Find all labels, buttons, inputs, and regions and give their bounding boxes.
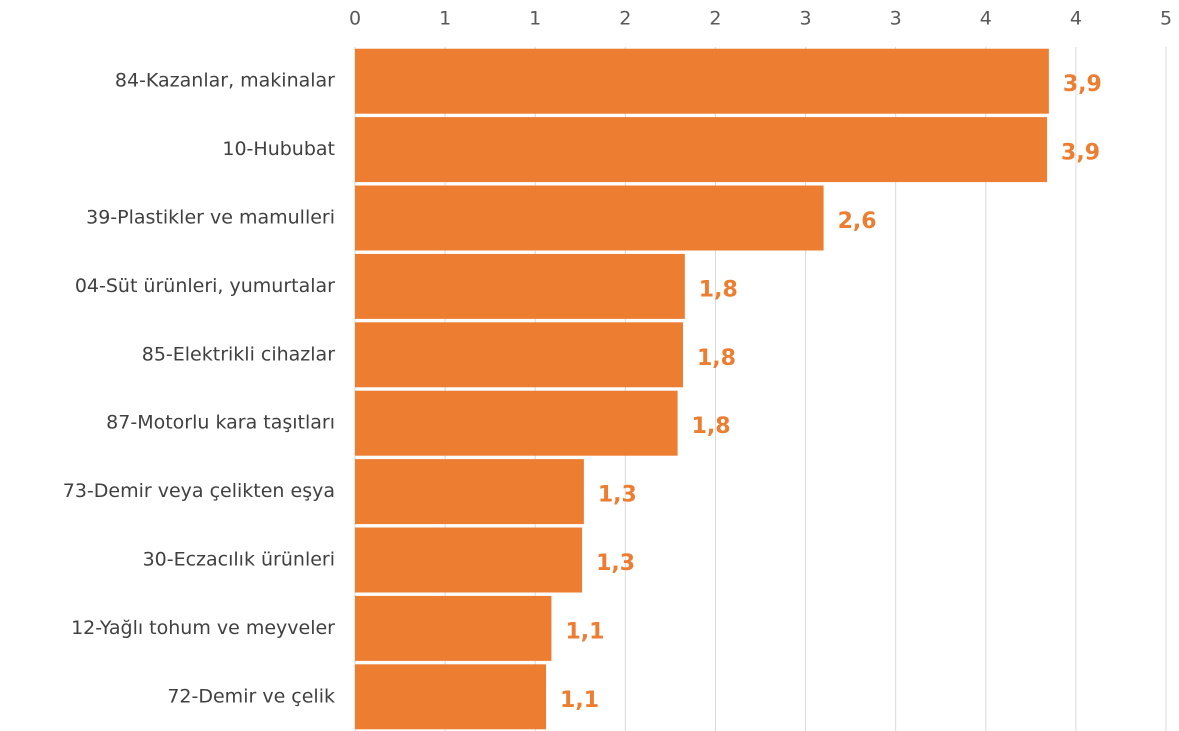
category-label: 30-Eczacılık ürünleri (143, 549, 335, 571)
bar (355, 390, 678, 456)
category-label: 73-Demir veya çelikten eşya (63, 480, 335, 502)
bar (355, 185, 824, 251)
bar (355, 48, 1049, 114)
value-label: 1,8 (699, 277, 738, 302)
x-tick-label: 4 (980, 8, 992, 30)
value-label: 1,1 (565, 619, 604, 644)
x-tick-label: 3 (890, 8, 902, 30)
bar (355, 664, 547, 730)
value-label: 1,8 (697, 346, 736, 371)
category-label: 10-Hububat (222, 138, 335, 160)
x-tick-label: 4 (1070, 8, 1082, 30)
category-label: 39-Plastikler ve mamulleri (86, 207, 335, 229)
x-tick-label: 2 (619, 8, 631, 30)
bar (355, 117, 1048, 183)
bar (355, 253, 685, 319)
value-label: 3,9 (1061, 141, 1100, 166)
category-label: 12-Yağlı tohum ve meyveler (71, 617, 335, 639)
x-tick-label: 2 (709, 8, 721, 30)
category-label: 72-Demir ve çelik (167, 685, 335, 707)
x-tick-label: 1 (529, 8, 541, 30)
x-tick-label: 0 (349, 8, 361, 30)
value-label: 3,9 (1063, 72, 1102, 97)
x-tick-label: 3 (800, 8, 812, 30)
bar (355, 459, 584, 525)
bar (355, 322, 684, 388)
value-label: 1,3 (598, 483, 637, 508)
value-label: 1,1 (560, 688, 599, 713)
category-label: 04-Süt ürünleri, yumurtalar (75, 275, 335, 297)
bar (355, 595, 552, 661)
x-tick-label: 1 (439, 8, 451, 30)
category-label: 87-Motorlu kara taşıtları (106, 412, 335, 434)
category-label: 85-Elektrikli cihazlar (142, 343, 335, 365)
value-label: 2,6 (838, 209, 877, 234)
category-label: 84-Kazanlar, makinalar (115, 70, 335, 92)
value-label: 1,3 (596, 551, 635, 576)
bar (355, 527, 583, 593)
x-tick-label: 5 (1160, 8, 1172, 30)
value-label: 1,8 (692, 414, 731, 439)
